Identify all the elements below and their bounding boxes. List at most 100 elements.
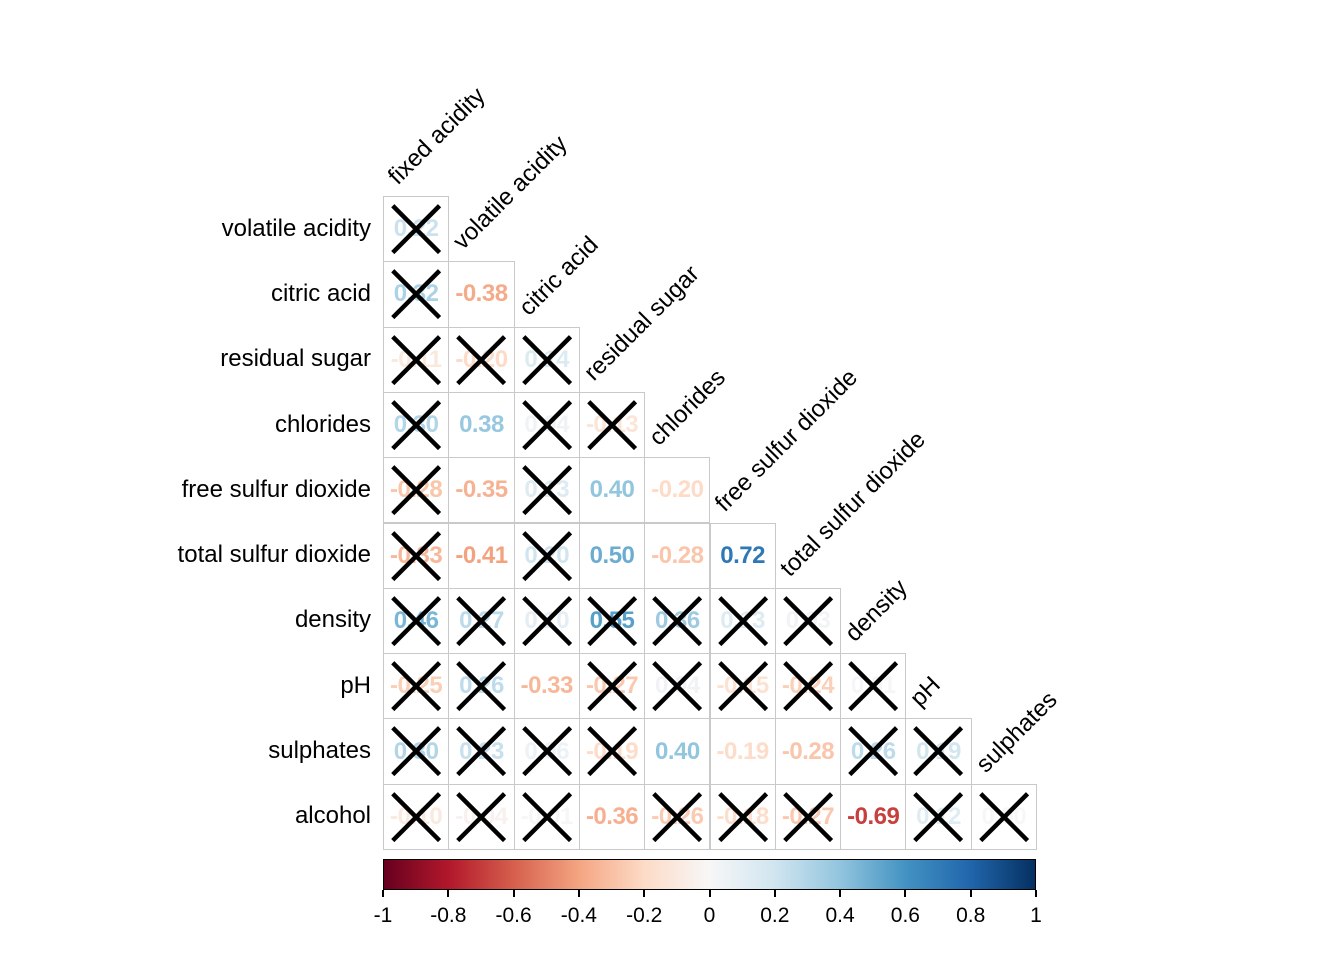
not-significant-cross-icon	[391, 661, 442, 712]
legend-tick-label: 1	[1030, 904, 1042, 927]
not-significant-cross-icon	[521, 530, 572, 581]
legend-tick	[969, 890, 972, 897]
matrix-cell: -0.41	[448, 522, 515, 589]
legend-tick-label: -1	[373, 904, 393, 927]
column-label: volatile acidity	[448, 130, 573, 256]
matrix-cell: 0.40	[578, 457, 646, 524]
correlation-value: -0.28	[651, 541, 704, 569]
matrix-cell: 0.06	[513, 718, 580, 785]
not-significant-cross-icon	[391, 595, 442, 646]
matrix-cell: 0.36	[644, 587, 711, 655]
not-significant-cross-icon	[717, 661, 768, 712]
not-significant-cross-icon	[391, 465, 442, 516]
row-label: alcohol	[294, 802, 371, 830]
not-significant-cross-icon	[391, 530, 442, 581]
column-label: citric acid	[513, 230, 604, 321]
matrix-cell: 0.26	[840, 718, 907, 785]
matrix-cell: -0.01	[513, 783, 580, 850]
matrix-cell: 0.32	[383, 261, 450, 328]
correlation-value: -0.28	[781, 737, 835, 765]
column-label: pH	[905, 671, 947, 713]
not-significant-cross-icon	[521, 595, 572, 646]
column-label: sulphates	[970, 685, 1063, 778]
correlation-value: -0.33	[520, 672, 574, 700]
legend-tick	[643, 890, 646, 897]
correlation-value: 0.40	[589, 476, 635, 504]
not-significant-cross-icon	[978, 791, 1029, 842]
not-significant-cross-icon	[587, 661, 638, 712]
matrix-cell: 0.03	[774, 587, 842, 655]
not-significant-cross-icon	[913, 726, 964, 777]
matrix-cell: 0.30	[383, 391, 450, 459]
not-significant-cross-icon	[848, 661, 899, 712]
not-significant-cross-icon	[782, 661, 833, 712]
matrix-cell: -0.18	[709, 783, 776, 850]
not-significant-cross-icon	[652, 791, 703, 842]
row-label: total sulfur dioxide	[177, 541, 371, 569]
not-significant-cross-icon	[587, 400, 638, 451]
not-significant-cross-icon	[456, 661, 507, 712]
matrix-cell: 0.19	[905, 718, 972, 785]
column-label: chlorides	[644, 364, 732, 452]
correlation-value: 0.40	[654, 737, 700, 765]
matrix-cell: 0.27	[448, 587, 515, 655]
matrix-cell: 0.38	[448, 391, 515, 459]
correlation-value: -0.36	[585, 802, 639, 830]
not-significant-cross-icon	[913, 791, 964, 842]
matrix-cell: -0.27	[578, 653, 646, 720]
legend-tick-label: -0.2	[626, 904, 663, 927]
not-significant-cross-icon	[587, 726, 638, 777]
not-significant-cross-icon	[456, 726, 507, 777]
legend-tick	[382, 890, 384, 897]
not-significant-cross-icon	[391, 791, 442, 842]
matrix-cell: -0.38	[448, 261, 515, 328]
column-label: total sulfur dioxide	[774, 425, 931, 582]
correlation-value: -0.41	[455, 541, 508, 569]
matrix-cell: 0.50	[578, 522, 646, 589]
not-significant-cross-icon	[391, 334, 442, 385]
matrix-cell: -0.28	[383, 457, 450, 524]
matrix-cell: 0.55	[578, 587, 646, 655]
matrix-cell: -0.19	[578, 718, 646, 785]
not-significant-cross-icon	[521, 334, 572, 385]
legend-tick	[708, 890, 711, 897]
row-label: residual sugar	[220, 345, 371, 373]
matrix-cell: -0.10	[383, 783, 450, 850]
matrix-cell: 0.04	[513, 391, 580, 459]
not-significant-cross-icon	[782, 791, 833, 842]
matrix-cell: 0.10	[513, 587, 580, 655]
not-significant-cross-icon	[848, 726, 899, 777]
matrix-cell: -0.33	[383, 522, 450, 589]
row-label: density	[294, 606, 371, 634]
legend-tick-label: 0.4	[825, 904, 855, 927]
matrix-cell: 0.14	[513, 326, 580, 393]
legend-tick-label: 0.6	[890, 904, 920, 927]
not-significant-cross-icon	[717, 595, 768, 646]
correlation-value: 0.38	[459, 411, 504, 439]
not-significant-cross-icon	[521, 726, 572, 777]
row-label: pH	[340, 671, 371, 699]
color-gradient-bar	[383, 859, 1036, 890]
legend-tick	[512, 890, 515, 897]
matrix-cell: -0.27	[774, 783, 842, 850]
not-significant-cross-icon	[391, 726, 442, 777]
not-significant-cross-icon	[521, 791, 572, 842]
not-significant-cross-icon	[717, 791, 768, 842]
legend-tick	[839, 890, 842, 897]
column-label: fixed acidity	[382, 82, 491, 190]
not-significant-cross-icon	[456, 595, 507, 646]
matrix-cell: 0.13	[709, 587, 776, 655]
matrix-cell: 0.13	[513, 457, 580, 524]
matrix-cell: 0.26	[448, 653, 515, 720]
row-label: citric acid	[270, 279, 371, 307]
legend-tick	[577, 890, 580, 897]
matrix-cell: -0.28	[774, 718, 842, 785]
matrix-cell: 0.00	[970, 783, 1037, 850]
not-significant-cross-icon	[391, 400, 442, 451]
matrix-cell: 0.30	[383, 718, 450, 785]
legend-tick	[773, 890, 776, 897]
not-significant-cross-icon	[521, 400, 572, 451]
row-label: chlorides	[274, 410, 371, 438]
matrix-cell: -0.25	[383, 653, 450, 720]
